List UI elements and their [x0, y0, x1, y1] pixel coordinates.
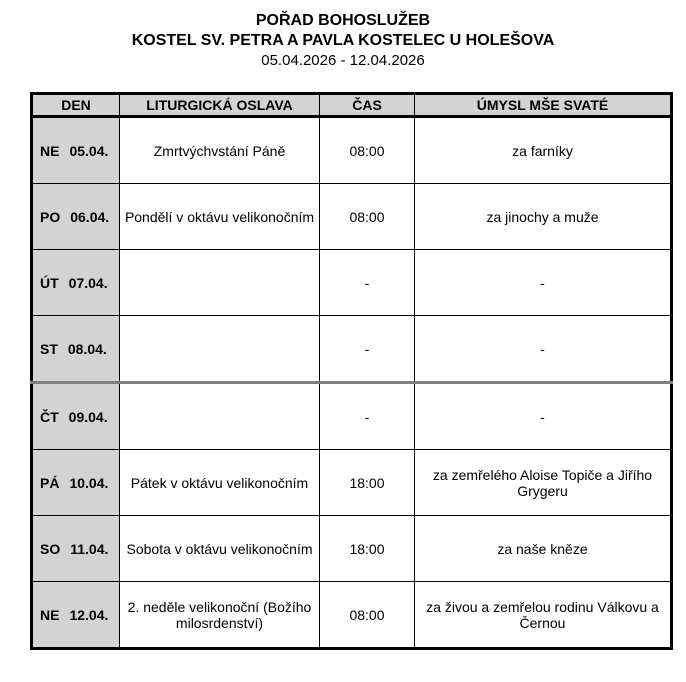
day-abbrev: ÚT	[40, 274, 59, 291]
intention-cell: -	[414, 249, 672, 316]
celebration-cell: Pátek v oktávu velikonočním	[119, 449, 320, 516]
column-header-time: ČAS	[319, 93, 415, 118]
time-cell: -	[319, 249, 415, 316]
page-title: POŘAD BOHOSLUŽEB	[255, 12, 431, 29]
table-row: PÁ 10.04. Pátek v oktávu velikonočním 18…	[31, 449, 672, 516]
day-abbrev: ST	[40, 340, 58, 357]
column-header-intention: ÚMYSL MŠE SVATÉ	[414, 93, 672, 118]
celebration-cell: Pondělí v oktávu velikonočním	[119, 183, 320, 250]
intention-cell: -	[414, 315, 672, 383]
service-schedule-table: DEN LITURGICKÁ OSLAVA ČAS ÚMYSL MŠE SVAT…	[30, 92, 673, 650]
time-cell: -	[319, 315, 415, 383]
table-row: NE 12.04. 2. neděle velikonoční (Božího …	[31, 581, 672, 649]
table-row: ČT 09.04. - -	[31, 381, 672, 450]
day-abbrev: ČT	[40, 408, 59, 425]
day-date: 09.04.	[68, 408, 108, 425]
celebration-cell: 2. neděle velikonoční (Božího milosrdens…	[119, 581, 320, 649]
church-name: KOSTEL SV. PETRA A PAVLA KOSTELEC U HOLE…	[131, 32, 555, 49]
table-header-row: DEN LITURGICKÁ OSLAVA ČAS ÚMYSL MŠE SVAT…	[31, 93, 672, 118]
table-row: ÚT 07.04. - -	[31, 249, 672, 316]
day-date: 11.04.	[70, 540, 109, 557]
day-abbrev: NE	[40, 606, 60, 623]
time-cell: 08:00	[319, 116, 415, 184]
day-date: 06.04.	[70, 208, 110, 225]
day-abbrev: SO	[40, 540, 61, 557]
day-date: 08.04.	[67, 340, 107, 357]
intention-cell: za farníky	[414, 116, 672, 184]
date-range: 05.04.2026 - 12.04.2026	[261, 52, 425, 69]
celebration-cell	[119, 381, 320, 450]
celebration-cell: Sobota v oktávu velikonočním	[119, 515, 320, 582]
time-cell: -	[319, 381, 415, 450]
table-row: ST 08.04. - -	[31, 315, 672, 383]
intention-cell: za jinochy a muže	[414, 183, 672, 250]
day-abbrev: NE	[40, 142, 60, 159]
table-row: NE 05.04. Zmrtvýchvstání Páně 08:00 za f…	[31, 116, 672, 184]
intention-cell: -	[414, 381, 672, 450]
day-date: 05.04.	[69, 142, 109, 159]
time-cell: 18:00	[319, 515, 415, 582]
column-header-day: DEN	[31, 93, 120, 118]
table-row: SO 11.04. Sobota v oktávu velikonočním 1…	[31, 515, 672, 582]
intention-cell: za zemřelého Aloise Topiče a Jiřího Gryg…	[414, 449, 672, 516]
celebration-cell	[119, 249, 320, 316]
day-cell: ÚT 07.04.	[31, 249, 120, 316]
time-cell: 08:00	[319, 183, 415, 250]
column-header-celebration: LITURGICKÁ OSLAVA	[119, 93, 320, 118]
day-cell: NE 05.04.	[31, 116, 120, 184]
celebration-cell: Zmrtvýchvstání Páně	[119, 116, 320, 184]
intention-cell: za živou a zemřelou rodinu Válkovu a Čer…	[414, 581, 672, 649]
document-heading: POŘAD BOHOSLUŽEB KOSTEL SV. PETRA A PAVL…	[0, 11, 686, 71]
day-cell: PO 06.04.	[31, 183, 120, 250]
day-cell: NE 12.04.	[31, 581, 120, 649]
intention-cell: za naše kněze	[414, 515, 672, 582]
table-row: PO 06.04. Pondělí v oktávu velikonočním …	[31, 183, 672, 250]
day-date: 07.04.	[68, 274, 108, 291]
day-cell: ČT 09.04.	[31, 381, 120, 450]
day-cell: ST 08.04.	[31, 315, 120, 383]
day-date: 10.04.	[69, 474, 109, 491]
time-cell: 08:00	[319, 581, 415, 649]
day-date: 12.04.	[69, 606, 109, 623]
time-cell: 18:00	[319, 449, 415, 516]
day-abbrev: PO	[40, 208, 61, 225]
day-abbrev: PÁ	[40, 474, 60, 491]
day-cell: PÁ 10.04.	[31, 449, 120, 516]
celebration-cell	[119, 315, 320, 383]
day-cell: SO 11.04.	[31, 515, 120, 582]
